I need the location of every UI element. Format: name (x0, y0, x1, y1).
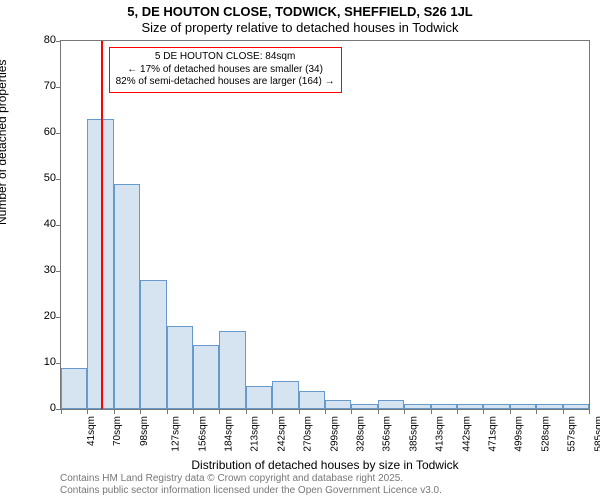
x-tick-label: 385sqm (408, 416, 419, 452)
x-tick (589, 409, 590, 414)
x-tick (219, 409, 220, 414)
reference-line (101, 41, 103, 409)
x-tick-label: 242sqm (276, 416, 287, 452)
x-tick (193, 409, 194, 414)
y-tick-label: 60 (44, 126, 56, 138)
x-tick (325, 409, 326, 414)
histogram-bar (299, 391, 325, 409)
histogram-bar (272, 381, 298, 409)
histogram-bar (193, 345, 219, 409)
x-tick (114, 409, 115, 414)
footnote-line1: Contains HM Land Registry data © Crown c… (60, 473, 442, 485)
x-tick-label: 213sqm (250, 416, 261, 452)
histogram-bar (563, 404, 589, 409)
y-tick-label: 50 (44, 172, 56, 184)
chart-container: 5, DE HOUTON CLOSE, TODWICK, SHEFFIELD, … (0, 0, 600, 500)
x-tick (536, 409, 537, 414)
x-tick-label: 442sqm (461, 416, 472, 452)
histogram-bar (61, 368, 87, 409)
annotation-line2: ← 17% of detached houses are smaller (34… (116, 64, 335, 77)
histogram-bar (246, 386, 272, 409)
y-axis-label: Number of detached properties (0, 60, 9, 225)
histogram-bar (536, 404, 562, 409)
y-tick (56, 317, 61, 318)
y-tick (56, 41, 61, 42)
y-tick-label: 30 (44, 264, 56, 276)
footnote: Contains HM Land Registry data © Crown c… (60, 473, 442, 497)
x-tick (140, 409, 141, 414)
x-tick-label: 184sqm (224, 416, 235, 452)
histogram-bar (114, 184, 140, 409)
title-sub: Size of property relative to detached ho… (0, 20, 600, 35)
x-tick-label: 499sqm (514, 416, 525, 452)
histogram-bar (325, 400, 351, 409)
annotation-line3: 82% of semi-detached houses are larger (… (116, 76, 335, 89)
x-tick (457, 409, 458, 414)
footnote-line2: Contains public sector information licen… (60, 485, 442, 497)
x-tick (563, 409, 564, 414)
title-main: 5, DE HOUTON CLOSE, TODWICK, SHEFFIELD, … (0, 4, 600, 19)
x-tick (483, 409, 484, 414)
x-tick (167, 409, 168, 414)
x-tick (378, 409, 379, 414)
histogram-bar (351, 404, 377, 409)
x-tick (299, 409, 300, 414)
x-tick (87, 409, 88, 414)
x-tick-label: 270sqm (303, 416, 314, 452)
y-tick-label: 40 (44, 218, 56, 230)
y-tick (56, 363, 61, 364)
histogram-bar (167, 326, 193, 409)
y-tick (56, 87, 61, 88)
y-tick (56, 179, 61, 180)
y-tick-label: 10 (44, 356, 56, 368)
x-tick (272, 409, 273, 414)
x-tick-label: 156sqm (197, 416, 208, 452)
x-tick (351, 409, 352, 414)
x-tick (431, 409, 432, 414)
y-tick-label: 80 (44, 34, 56, 46)
histogram-bar (404, 404, 430, 409)
x-tick-label: 471sqm (488, 416, 499, 452)
x-tick-label: 70sqm (112, 416, 123, 446)
histogram-bar (219, 331, 245, 409)
x-tick-label: 356sqm (382, 416, 393, 452)
x-tick (404, 409, 405, 414)
x-tick (246, 409, 247, 414)
x-tick (510, 409, 511, 414)
histogram-bar (483, 404, 509, 409)
x-tick (61, 409, 62, 414)
x-tick-label: 98sqm (139, 416, 150, 446)
annotation-box: 5 DE HOUTON CLOSE: 84sqm← 17% of detache… (109, 47, 342, 93)
x-tick-label: 127sqm (171, 416, 182, 452)
y-tick (56, 133, 61, 134)
x-tick-label: 528sqm (540, 416, 551, 452)
x-tick-label: 299sqm (329, 416, 340, 452)
annotation-line1: 5 DE HOUTON CLOSE: 84sqm (116, 51, 335, 64)
x-tick-label: 328sqm (356, 416, 367, 452)
y-tick (56, 225, 61, 226)
y-tick-label: 70 (44, 80, 56, 92)
x-tick-label: 41sqm (86, 416, 97, 446)
histogram-bar (431, 404, 457, 409)
y-tick (56, 271, 61, 272)
y-tick-label: 0 (50, 402, 56, 414)
x-tick-label: 585sqm (593, 416, 600, 452)
histogram-bar (510, 404, 536, 409)
x-tick-label: 557sqm (567, 416, 578, 452)
plot-area: 5 DE HOUTON CLOSE: 84sqm← 17% of detache… (60, 40, 590, 410)
histogram-bar (140, 280, 166, 409)
histogram-bar (378, 400, 404, 409)
histogram-bar (457, 404, 483, 409)
x-axis-label: Distribution of detached houses by size … (60, 458, 590, 472)
x-tick-label: 413sqm (435, 416, 446, 452)
y-tick-label: 20 (44, 310, 56, 322)
